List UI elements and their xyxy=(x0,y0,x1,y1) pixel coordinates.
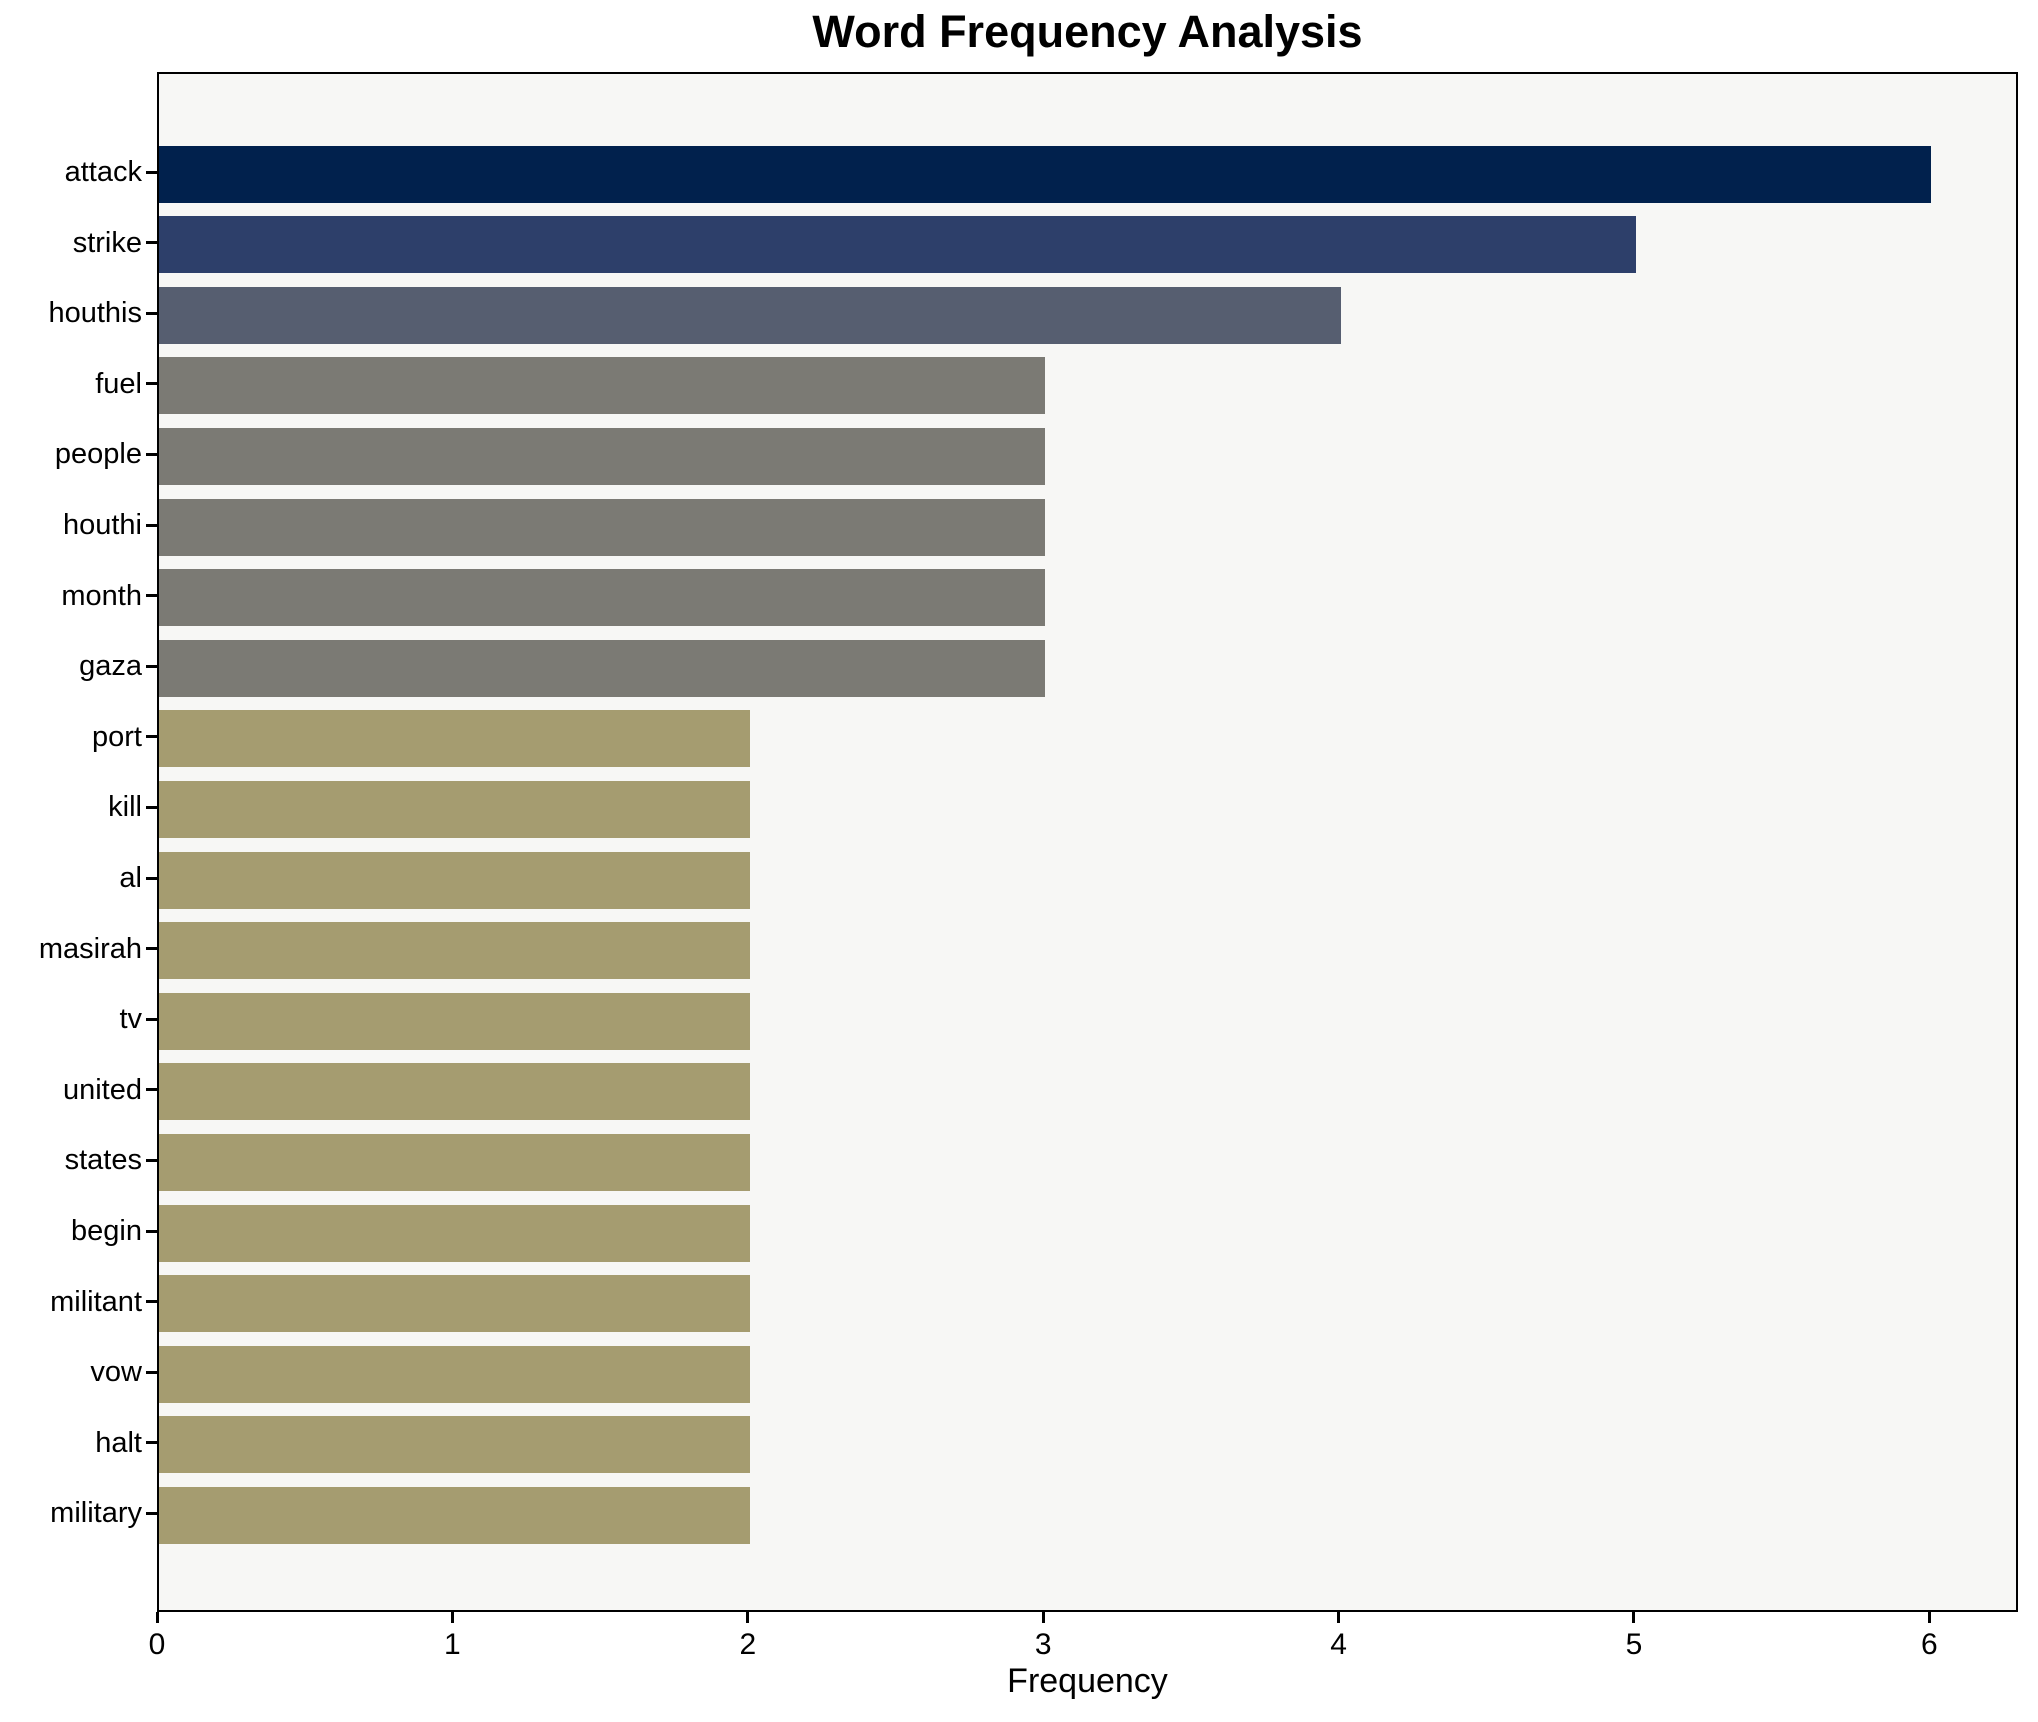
y-tick-mark xyxy=(146,1229,157,1233)
y-tick-label-military: military xyxy=(50,1497,142,1530)
x-tick-label-5: 5 xyxy=(1625,1628,1643,1661)
x-tick-mark xyxy=(1927,1612,1931,1623)
x-tick-label-2: 2 xyxy=(739,1628,757,1661)
y-tick-mark xyxy=(146,1088,157,1092)
bar-masirah xyxy=(159,922,750,980)
x-tick-label-4: 4 xyxy=(1330,1628,1347,1661)
bar-al xyxy=(159,851,750,909)
y-tick-mark xyxy=(146,594,157,598)
x-tick-mark xyxy=(746,1612,750,1623)
y-tick-mark xyxy=(146,523,157,527)
y-tick-label-united: united xyxy=(62,1073,142,1106)
y-tick-mark xyxy=(146,1511,157,1515)
y-tick-label-houthis: houthis xyxy=(48,297,142,330)
y-tick-mark xyxy=(146,1158,157,1162)
y-tick-label-al: al xyxy=(119,862,142,894)
y-tick-label-tv: tv xyxy=(119,1003,142,1036)
y-tick-label-gaza: gaza xyxy=(79,650,142,683)
y-tick-label-month: month xyxy=(61,579,142,612)
bar-gaza xyxy=(159,639,1046,697)
bar-people xyxy=(159,427,1046,485)
bar-begin xyxy=(159,1204,750,1262)
x-axis-label: Frequency xyxy=(1007,1662,1168,1700)
bar-kill xyxy=(159,780,750,838)
y-tick-mark xyxy=(146,452,157,456)
y-tick-label-port: port xyxy=(92,720,142,753)
bar-month xyxy=(159,569,1046,627)
bar-vow xyxy=(159,1345,750,1403)
x-tick-label-3: 3 xyxy=(1034,1628,1052,1661)
bar-port xyxy=(159,710,750,768)
y-tick-mark xyxy=(146,311,157,315)
x-tick-mark xyxy=(1337,1612,1341,1623)
y-tick-label-halt: halt xyxy=(95,1426,142,1459)
y-tick-mark xyxy=(146,382,157,386)
bar-attack xyxy=(159,145,1932,203)
x-tick-label-6: 6 xyxy=(1921,1628,1938,1661)
y-tick-label-kill: kill xyxy=(108,791,142,824)
y-tick-mark xyxy=(146,947,157,951)
y-tick-mark xyxy=(146,735,157,739)
y-tick-mark xyxy=(146,241,157,245)
y-tick-mark xyxy=(146,664,157,668)
y-tick-mark xyxy=(146,1441,157,1445)
plot-area xyxy=(157,72,2018,1612)
x-tick-label-0: 0 xyxy=(148,1628,166,1661)
x-tick-mark xyxy=(450,1612,454,1623)
x-tick-mark xyxy=(1632,1612,1636,1623)
bar-halt xyxy=(159,1416,750,1474)
y-tick-mark xyxy=(146,170,157,174)
bar-houthis xyxy=(159,286,1341,344)
y-tick-label-masirah: masirah xyxy=(38,932,142,965)
bar-military xyxy=(159,1486,750,1544)
bar-militant xyxy=(159,1275,750,1333)
y-tick-label-strike: strike xyxy=(72,226,142,259)
y-tick-label-states: states xyxy=(64,1144,142,1177)
bar-united xyxy=(159,1063,750,1121)
bar-fuel xyxy=(159,357,1046,415)
y-tick-label-militant: militant xyxy=(50,1285,142,1318)
chart-title: Word Frequency Analysis xyxy=(812,6,1363,57)
y-tick-mark xyxy=(146,805,157,809)
y-tick-mark xyxy=(146,876,157,880)
y-tick-label-fuel: fuel xyxy=(95,367,142,400)
x-tick-mark xyxy=(1041,1612,1045,1623)
y-tick-mark xyxy=(146,1300,157,1304)
y-tick-label-begin: begin xyxy=(71,1215,142,1247)
bar-tv xyxy=(159,992,750,1050)
y-tick-mark xyxy=(146,1017,157,1021)
x-tick-mark xyxy=(155,1612,159,1623)
bar-houthi xyxy=(159,498,1046,556)
y-tick-mark xyxy=(146,1370,157,1374)
bar-strike xyxy=(159,216,1636,274)
y-tick-label-houthi: houthi xyxy=(62,509,142,541)
x-tick-label-1: 1 xyxy=(444,1628,461,1661)
y-tick-label-attack: attack xyxy=(64,156,142,188)
bar-states xyxy=(159,1133,750,1191)
y-tick-label-vow: vow xyxy=(90,1356,142,1389)
y-tick-label-people: people xyxy=(54,438,142,471)
